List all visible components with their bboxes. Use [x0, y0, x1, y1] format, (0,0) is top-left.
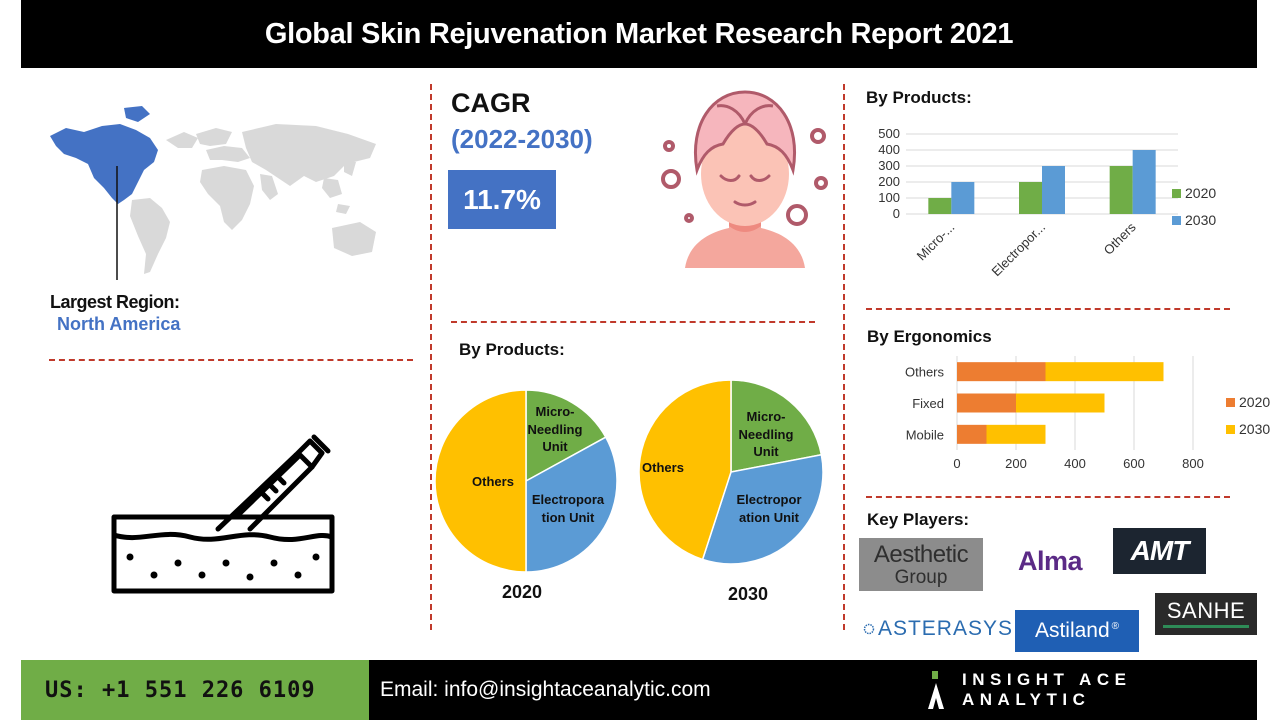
- y-tick-label: Mobile: [906, 427, 944, 442]
- bar-2020-1: [1019, 182, 1042, 214]
- y-tick-label: 100: [878, 190, 900, 205]
- hbar-2030-2: [1045, 362, 1164, 382]
- region-label: Largest Region:: [50, 292, 180, 312]
- hbar-chart-title: By Ergonomics: [867, 327, 992, 346]
- hbar-2020-0: [957, 424, 987, 444]
- syringe-skin-icon: [111, 434, 335, 594]
- divider-right: [843, 84, 845, 630]
- footer-email[interactable]: Email: info@insightaceanalytic.com: [369, 660, 908, 720]
- key-players-title: Key Players:: [867, 510, 970, 529]
- x-tick-label: 400: [1064, 456, 1086, 471]
- hbar-2030-0: [986, 424, 1046, 444]
- pie-slice-0: [730, 380, 823, 473]
- logo-amt-text: AMT: [1130, 535, 1190, 566]
- logo-asterasys: ASTERASYS: [863, 612, 1013, 646]
- bar-chart-ergonomics: 0 200 400 600 800 Mobile Fixed Others 2020 2030: [905, 356, 1270, 471]
- divider-products-bar: [866, 308, 1230, 310]
- x-tick-label: Micro-...: [914, 220, 958, 264]
- logo-asterasys-text: ASTERASYS: [877, 617, 1013, 640]
- footer-brand: INSIGHT ACE ANALYTIC: [908, 660, 1257, 720]
- legend-swatch-2030: [1172, 216, 1181, 225]
- cagr-value: 11.7%: [448, 170, 556, 229]
- logo-alma-text: Alma: [1017, 545, 1083, 576]
- pie-chart-2020: [435, 390, 617, 572]
- insight-ace-logo-icon: [928, 671, 944, 709]
- footer-phone[interactable]: US: +1 551 226 6109: [21, 660, 369, 720]
- page-title: Global Skin Rejuvenation Market Research…: [21, 0, 1257, 68]
- x-tick-label: Others: [1101, 219, 1140, 258]
- region-value: North America: [57, 314, 181, 334]
- face-illustration: [661, 90, 828, 268]
- pie-slice-2: [639, 380, 732, 561]
- y-tick-label: 300: [878, 158, 900, 173]
- logo-aesthetic-group: Aesthetic Group: [859, 538, 983, 591]
- x-tick-label: Electropor...: [988, 220, 1048, 280]
- logo-sanhe: SANHE: [1155, 593, 1257, 635]
- cagr-title: CAGR: [451, 88, 531, 118]
- logo-astiland-text: Astiland: [1034, 619, 1110, 642]
- legend-swatch-2020: [1226, 398, 1235, 407]
- pie-2020-label-electro: Electropora tion Unit: [531, 492, 605, 525]
- hbar-2020-1: [957, 393, 1016, 413]
- pie-slice-0: [525, 390, 607, 483]
- logo-astiland-mark: ®: [1111, 620, 1120, 632]
- pie-slice-1: [525, 436, 617, 572]
- pie-chart-2030: [639, 380, 823, 564]
- x-tick-label: 800: [1182, 456, 1204, 471]
- pie-2030-label-electro: Electropor ation Unit: [736, 492, 802, 525]
- y-tick-label: 0: [893, 206, 900, 221]
- bar-2020-2: [1109, 166, 1133, 214]
- asterasys-mark-icon: [863, 623, 875, 635]
- bar-2030-2: [1132, 150, 1156, 214]
- footer-brand-text: INSIGHT ACE ANALYTIC: [962, 670, 1132, 709]
- legend-swatch-2030: [1226, 425, 1235, 434]
- logo-amt: AMT: [1113, 528, 1206, 574]
- y-tick-label: Others: [905, 365, 945, 380]
- logo-alma: Alma: [1004, 543, 1096, 579]
- logo-sanhe-stripe: [1163, 625, 1249, 628]
- y-tick-label: 400: [878, 142, 900, 157]
- divider-region: [49, 359, 413, 361]
- legend-label-2030: 2030: [1185, 212, 1216, 228]
- hbar-2030-1: [1016, 393, 1105, 413]
- pies-title: By Products:: [459, 340, 565, 359]
- world-map: [50, 106, 376, 280]
- x-tick-label: 600: [1123, 456, 1145, 471]
- y-tick-label: 500: [878, 126, 900, 141]
- logo-aesthetic-line2: Group: [894, 566, 948, 588]
- divider-ergonomics: [866, 496, 1230, 498]
- bar-chart-title: By Products:: [866, 88, 972, 107]
- logo-aesthetic-line1: Aesthetic: [873, 540, 969, 568]
- bar-2030-1: [1042, 166, 1065, 214]
- bar-2030-0: [951, 182, 975, 214]
- divider-left: [430, 84, 432, 630]
- pie-2030-label-micro: Micro- Needling Unit: [738, 409, 794, 460]
- pie-slice-2: [435, 390, 527, 572]
- pie-slice-1: [701, 453, 823, 564]
- pie-2030-label-others: Others: [642, 460, 684, 475]
- logo-sanhe-text: SANHE: [1166, 598, 1246, 623]
- legend-label-2020: 2020: [1185, 185, 1216, 201]
- legend-swatch-2020: [1172, 189, 1181, 198]
- y-tick-label: 200: [878, 174, 900, 189]
- pie-2020-caption: 2020: [502, 582, 543, 602]
- bar-2020-0: [928, 198, 952, 214]
- x-tick-label: 0: [953, 456, 960, 471]
- cagr-years: (2022-2030): [451, 124, 593, 154]
- divider-cagr: [451, 321, 815, 323]
- pie-2020-label-micro: Micro- Needling Unit: [527, 404, 583, 455]
- hbar-2020-2: [957, 362, 1046, 382]
- x-tick-label: 200: [1005, 456, 1027, 471]
- logo-astiland: Astiland ®: [1015, 610, 1139, 652]
- legend-label-2030: 2030: [1239, 421, 1270, 437]
- y-tick-label: Fixed: [912, 396, 944, 411]
- pie-2030-caption: 2030: [728, 584, 769, 604]
- pie-2020-label-others: Others: [472, 474, 514, 489]
- legend-label-2020: 2020: [1239, 394, 1270, 410]
